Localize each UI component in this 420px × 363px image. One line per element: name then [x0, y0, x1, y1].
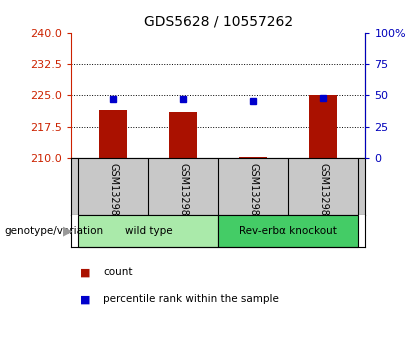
Text: GSM1329811: GSM1329811 [108, 163, 118, 228]
Bar [79, 215, 218, 247]
Bar [218, 215, 358, 247]
Bar [239, 157, 268, 158]
Text: GSM1329813: GSM1329813 [248, 163, 258, 228]
Text: ▶: ▶ [63, 225, 73, 238]
Text: ■: ■ [80, 267, 90, 277]
Text: ■: ■ [80, 294, 90, 305]
Text: genotype/variation: genotype/variation [4, 226, 103, 236]
Bar [100, 110, 127, 158]
Text: GSM1329814: GSM1329814 [318, 163, 328, 228]
Bar [169, 112, 197, 158]
Text: percentile rank within the sample: percentile rank within the sample [103, 294, 279, 305]
Text: GSM1329812: GSM1329812 [178, 163, 189, 228]
Text: wild type: wild type [125, 226, 172, 236]
Text: Rev-erbα knockout: Rev-erbα knockout [239, 226, 337, 236]
Text: count: count [103, 267, 132, 277]
Bar [310, 95, 337, 158]
Title: GDS5628 / 10557262: GDS5628 / 10557262 [144, 15, 293, 29]
